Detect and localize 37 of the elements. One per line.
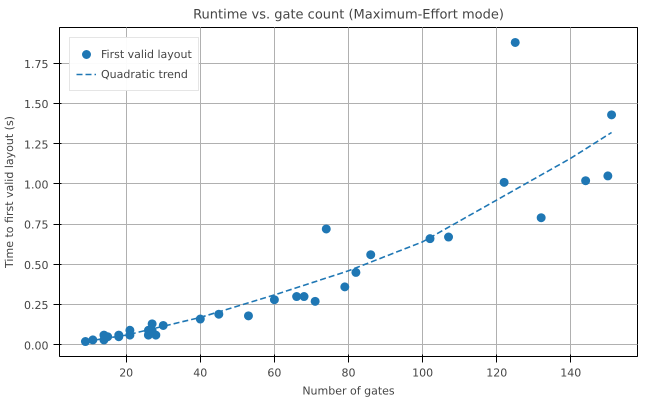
- x-axis-title: Number of gates: [302, 384, 395, 398]
- point: [366, 250, 376, 260]
- x-tick-label: 60: [267, 366, 282, 380]
- point: [351, 268, 360, 277]
- point: [151, 330, 160, 340]
- point: [300, 292, 309, 302]
- point: [444, 232, 454, 242]
- point: [322, 224, 331, 234]
- y-tick-label: 0.25: [24, 299, 49, 312]
- point: [603, 171, 612, 180]
- y-tick-label: 0.00: [24, 339, 49, 352]
- point: [581, 176, 590, 186]
- x-tick-label: 20: [119, 366, 134, 380]
- point: [292, 292, 302, 302]
- point: [340, 282, 350, 292]
- x-tick-label: 140: [560, 366, 582, 380]
- y-axis-title: Time to first valid layout (s): [3, 116, 16, 269]
- y-tick-label: 1.25: [24, 138, 49, 152]
- point: [310, 296, 320, 306]
- point: [510, 38, 520, 47]
- y-tick-label: 1.50: [24, 98, 49, 112]
- chart-title: Runtime vs. gate count (Maximum-Effort mode): [193, 8, 504, 22]
- point: [500, 178, 509, 187]
- point: [536, 213, 546, 222]
- point: [607, 110, 616, 120]
- y-tick-label: 1.00: [24, 178, 49, 192]
- x-tick-label: 40: [193, 366, 208, 380]
- legend-label: First valid layout: [101, 48, 192, 60]
- x-tick-label: 100: [412, 366, 434, 380]
- x-tick-label: 120: [486, 366, 508, 380]
- point: [244, 311, 253, 320]
- x-tick-label: 80: [342, 366, 356, 380]
- point: [270, 295, 279, 304]
- legend-label: Quadratic trend: [101, 68, 188, 80]
- y-tick-label: 0.75: [24, 218, 49, 232]
- y-tick-label: 0.50: [24, 258, 49, 272]
- y-tick-label: 1.75: [24, 58, 49, 71]
